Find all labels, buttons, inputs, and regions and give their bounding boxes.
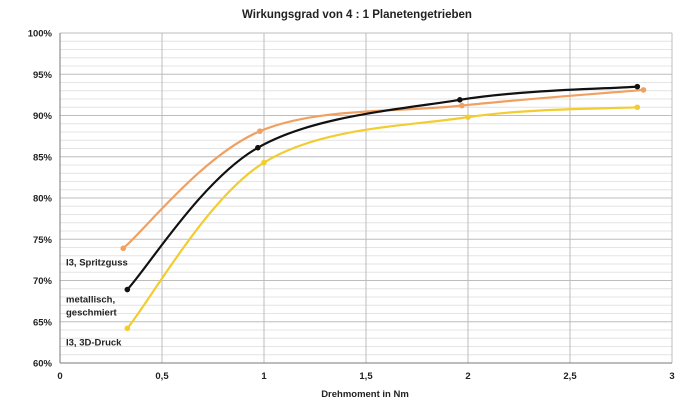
series-2-point xyxy=(634,83,641,90)
series-3-point xyxy=(261,159,267,166)
y-axis-ticks: 60% 65% 70% 75% 80% 85% 90% 95% 100% xyxy=(28,29,53,370)
series-2-label: metallisch, xyxy=(66,295,115,306)
series-3-line xyxy=(126,106,638,330)
series-2-point xyxy=(255,144,261,151)
series-1-line xyxy=(122,88,644,250)
x-tick-label: 0 xyxy=(57,371,62,382)
y-tick-label: 60% xyxy=(33,359,53,370)
chart-title: Wirkungsgrad von 4 : 1 Planetengetrieben xyxy=(242,9,472,21)
series-2-point xyxy=(457,97,463,103)
y-tick-label: 90% xyxy=(33,111,53,122)
axes xyxy=(59,33,672,364)
series-3-point xyxy=(124,325,131,332)
y-tick-label: 80% xyxy=(33,194,53,205)
series-1-point xyxy=(257,128,263,134)
x-axis-label: Drehmoment in Nm xyxy=(321,389,409,400)
series-2-label: geschmiert xyxy=(66,308,118,319)
x-tick-label: 2,5 xyxy=(563,371,577,382)
y-tick-label: 70% xyxy=(33,276,53,287)
y-tick-label: 95% xyxy=(33,70,53,81)
x-tick-label: 0,5 xyxy=(155,371,169,382)
series-1-label: I3, Spritzguss xyxy=(66,257,128,268)
grid xyxy=(60,32,673,363)
series-2-line xyxy=(126,85,638,291)
y-tick-label: 65% xyxy=(33,317,53,328)
series-1-point xyxy=(459,102,465,109)
series-layer xyxy=(120,83,647,332)
series-3-point xyxy=(465,114,471,120)
series-labels: I3, Spritzguss metallisch, geschmiert I3, 3… xyxy=(66,257,128,348)
y-tick-label: 85% xyxy=(33,152,53,163)
x-tick-label: 1,5 xyxy=(359,371,373,382)
x-axis-ticks: 0 0,5 1 1,5 2 2,5 3 xyxy=(57,371,674,382)
series-3-label: I3, 3D-Druck xyxy=(66,337,122,348)
x-tick-label: 2 xyxy=(465,371,470,382)
x-tick-label: 1 xyxy=(261,371,267,382)
series-3-point xyxy=(634,104,641,111)
y-tick-label: 100% xyxy=(28,29,53,40)
series-2-point xyxy=(124,286,131,293)
y-tick-label: 75% xyxy=(33,235,53,246)
x-tick-label: 3 xyxy=(669,371,674,382)
series-1-point xyxy=(640,87,647,93)
series-1-point xyxy=(120,245,127,252)
